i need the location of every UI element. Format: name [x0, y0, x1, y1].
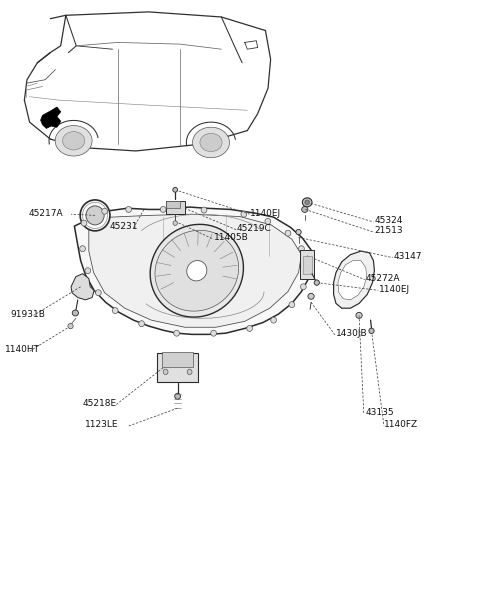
Ellipse shape — [241, 211, 247, 217]
Bar — [303, 256, 312, 274]
Ellipse shape — [62, 131, 84, 150]
Polygon shape — [41, 107, 61, 129]
Text: 1430JB: 1430JB — [336, 329, 368, 339]
Ellipse shape — [126, 206, 132, 212]
Ellipse shape — [247, 325, 252, 331]
Text: 45217A: 45217A — [29, 208, 63, 218]
Ellipse shape — [72, 310, 79, 316]
Ellipse shape — [174, 330, 180, 336]
Ellipse shape — [211, 330, 216, 336]
Ellipse shape — [173, 221, 178, 226]
Polygon shape — [74, 207, 313, 334]
Text: 45231: 45231 — [109, 222, 138, 231]
Ellipse shape — [139, 321, 144, 327]
Ellipse shape — [200, 133, 222, 152]
Ellipse shape — [192, 127, 229, 158]
Ellipse shape — [265, 218, 271, 224]
Text: 1140FZ: 1140FZ — [384, 420, 418, 430]
Ellipse shape — [155, 230, 239, 311]
Ellipse shape — [102, 208, 108, 214]
Text: 43135: 43135 — [366, 408, 395, 418]
Bar — [166, 201, 180, 208]
Polygon shape — [71, 274, 94, 300]
Polygon shape — [338, 261, 367, 300]
Bar — [300, 250, 314, 279]
Ellipse shape — [187, 261, 207, 281]
Ellipse shape — [160, 206, 166, 212]
Ellipse shape — [285, 230, 291, 236]
Bar — [157, 353, 198, 382]
Ellipse shape — [86, 206, 104, 225]
Ellipse shape — [187, 369, 192, 375]
Ellipse shape — [271, 317, 276, 323]
Ellipse shape — [68, 324, 73, 328]
Ellipse shape — [369, 328, 374, 333]
Polygon shape — [334, 251, 374, 308]
Ellipse shape — [55, 126, 92, 156]
Ellipse shape — [289, 302, 295, 308]
Ellipse shape — [305, 200, 310, 205]
Text: 45219C: 45219C — [236, 224, 271, 233]
Ellipse shape — [302, 198, 312, 206]
Text: 91931B: 91931B — [11, 309, 46, 319]
Bar — [166, 201, 185, 214]
Text: 43147: 43147 — [394, 252, 422, 261]
Ellipse shape — [296, 229, 301, 234]
Ellipse shape — [96, 290, 101, 296]
Ellipse shape — [80, 246, 85, 252]
Ellipse shape — [112, 308, 118, 314]
Bar — [162, 352, 193, 367]
Ellipse shape — [81, 220, 87, 226]
Ellipse shape — [314, 280, 320, 286]
Ellipse shape — [305, 264, 311, 270]
Ellipse shape — [163, 369, 168, 375]
Text: 1140EJ: 1140EJ — [250, 208, 281, 218]
Ellipse shape — [308, 293, 314, 299]
Ellipse shape — [201, 207, 207, 213]
Polygon shape — [89, 214, 301, 327]
Ellipse shape — [300, 284, 306, 290]
Text: 21513: 21513 — [374, 226, 403, 236]
Text: 45272A: 45272A — [366, 274, 400, 283]
Ellipse shape — [85, 268, 91, 274]
Ellipse shape — [173, 187, 178, 192]
Text: 45218E: 45218E — [83, 399, 117, 408]
Ellipse shape — [150, 224, 243, 317]
Ellipse shape — [299, 246, 304, 252]
Text: 1140HT: 1140HT — [5, 345, 40, 355]
Ellipse shape — [175, 393, 180, 399]
Text: 45324: 45324 — [374, 216, 403, 226]
Text: 11405B: 11405B — [214, 233, 248, 243]
Text: 1123LE: 1123LE — [85, 420, 119, 430]
Ellipse shape — [302, 206, 308, 212]
Ellipse shape — [356, 312, 362, 318]
Ellipse shape — [80, 200, 110, 231]
Text: 1140EJ: 1140EJ — [379, 284, 410, 294]
